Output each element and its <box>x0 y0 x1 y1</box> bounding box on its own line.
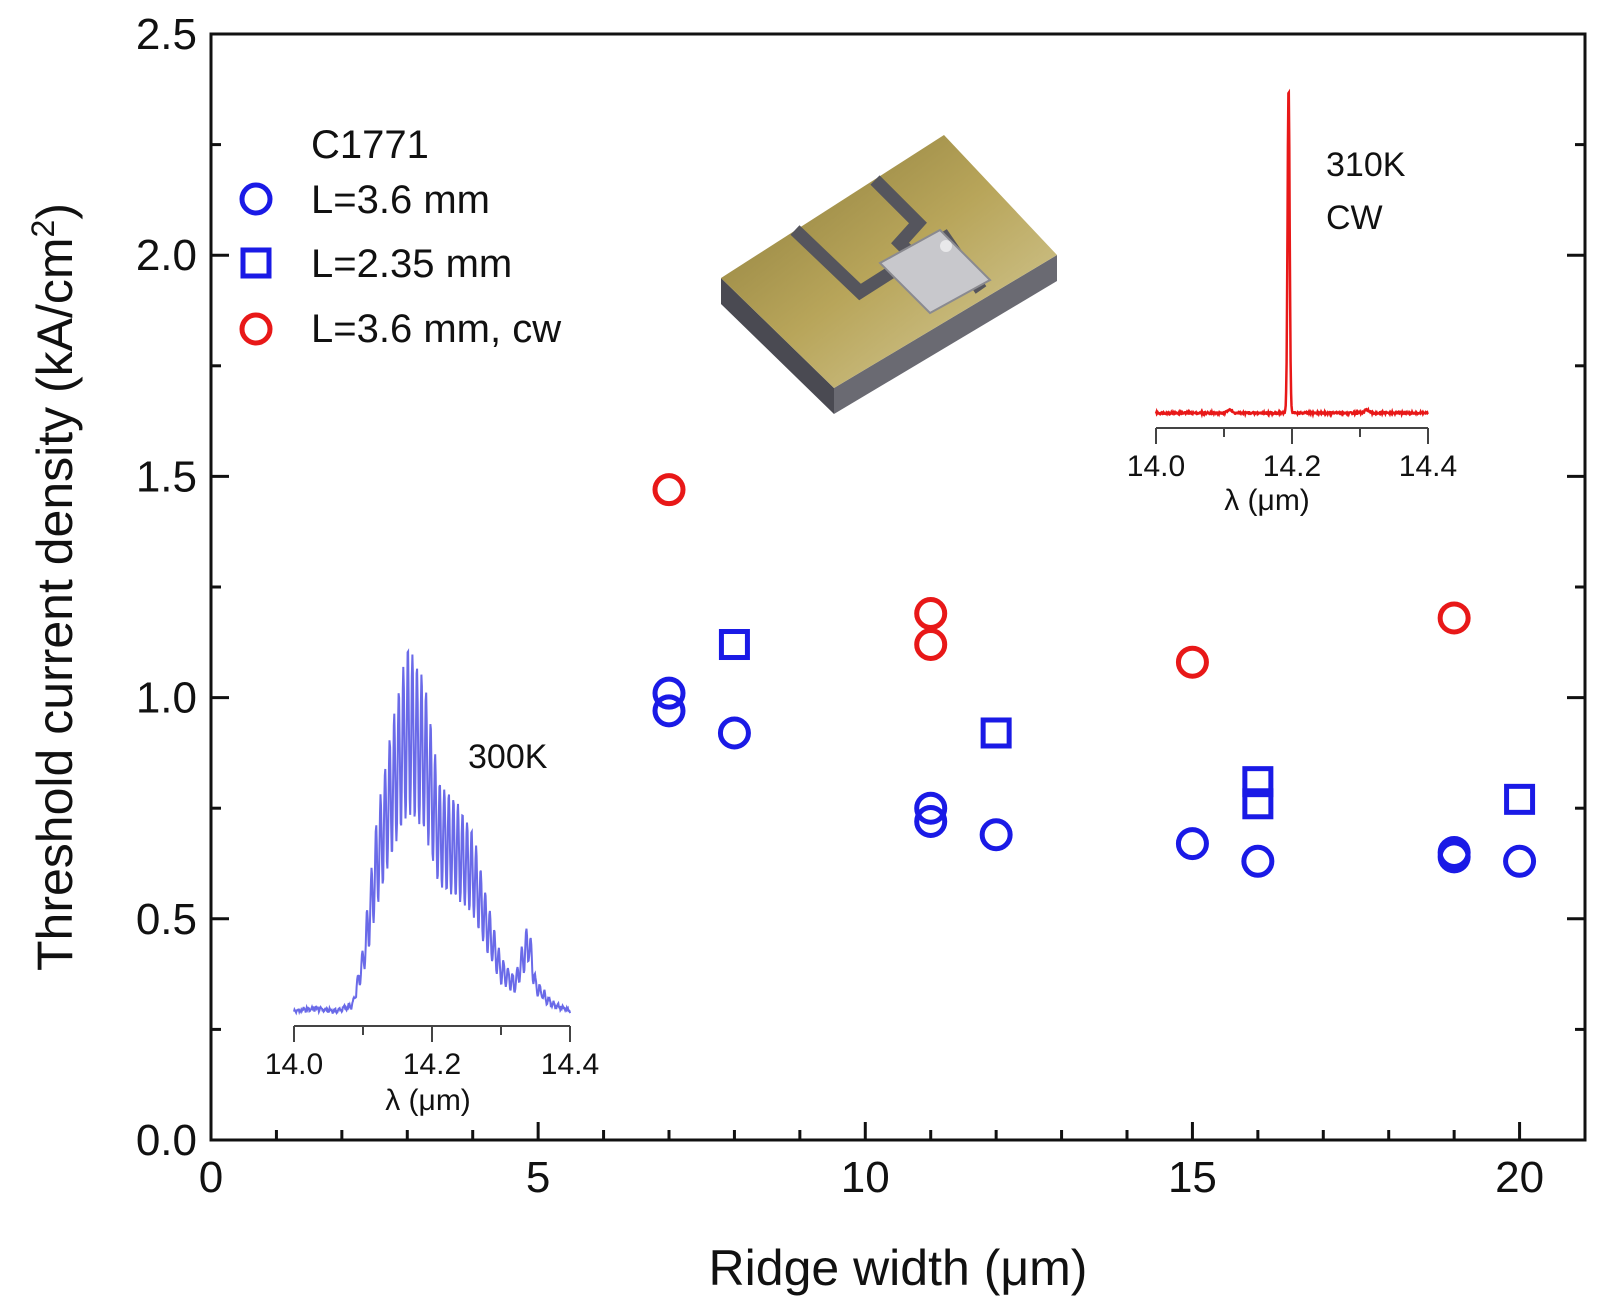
data-point-circle <box>1241 844 1275 878</box>
x-tick-label: 0 <box>199 1153 223 1202</box>
y-tick-label: 0.0 <box>136 1116 197 1165</box>
x-tick-label: 15 <box>1168 1153 1217 1202</box>
y-tick-label: 2.5 <box>136 10 197 59</box>
legend-marker-l235 <box>240 247 272 279</box>
legend-marker-l36 <box>239 182 273 216</box>
data-point-circle <box>1175 827 1209 861</box>
inset-x-tick-label: 14.4 <box>541 1048 599 1081</box>
data-point-square <box>1242 766 1274 798</box>
inset-310k-note-2: CW <box>1326 199 1383 237</box>
data-point-cw <box>914 597 948 631</box>
data-point-circle <box>914 804 948 838</box>
legend: C1771 L=3.6 mm L=2.35 mm L=3.6 mm, cw <box>239 123 561 351</box>
y-axis-title: Threshold current density (kA/cm2) <box>25 203 83 971</box>
inset-x-tick-label: 14.2 <box>1263 450 1321 483</box>
inset-x-tick-label: 14.0 <box>1127 450 1185 483</box>
inset-x-tick-label: 14.0 <box>265 1048 323 1081</box>
data-point-cw <box>914 628 948 662</box>
legend-label-l36: L=3.6 mm <box>311 178 490 222</box>
inset-300k: 14.0 14.2 14.4 λ (μm) 300K <box>265 648 599 1117</box>
y-axis-title-sup: 2 <box>25 220 61 238</box>
axes-ticks: 0 5 10 15 20 0.0 0.5 1.0 1.5 2.0 2.5 <box>136 10 1587 1202</box>
device-bond <box>940 240 952 252</box>
data-point-cw <box>1437 601 1471 635</box>
legend-marker-l36-cw <box>239 312 273 346</box>
inset-300k-axes: 14.0 14.2 14.4 <box>265 1025 599 1081</box>
y-axis-title-end: ) <box>27 203 83 220</box>
inset-300k-note: 300K <box>468 738 548 776</box>
inset-x-tick-label: 14.2 <box>403 1048 461 1081</box>
legend-label-l36-cw: L=3.6 mm, cw <box>311 307 561 351</box>
x-tick-label: 5 <box>526 1153 550 1202</box>
inset-310k-note-1: 310K <box>1326 146 1406 184</box>
inset-300k-spectrum <box>293 648 571 1016</box>
main-data-points <box>652 473 1537 878</box>
y-axis-title-main: Threshold current density (kA/cm <box>27 237 83 971</box>
y-tick-label: 1.5 <box>136 452 197 501</box>
data-point-circle <box>717 716 751 750</box>
x-axis-title: Ridge width (μm) <box>709 1240 1088 1296</box>
data-point-square <box>1242 788 1274 820</box>
legend-label-l235: L=2.35 mm <box>311 242 512 286</box>
data-point-circle <box>979 818 1013 852</box>
device-front <box>834 255 1057 414</box>
y-tick-label: 0.5 <box>136 895 197 944</box>
inset-x-tick-label: 14.4 <box>1399 450 1457 483</box>
legend-title: C1771 <box>311 123 429 167</box>
inset-310k-spectrum <box>1154 88 1429 419</box>
inset-310k: 14.0 14.2 14.4 λ (μm) 310K CW <box>1127 88 1457 517</box>
data-point-circle <box>1503 844 1537 878</box>
data-point-circle <box>1437 840 1471 874</box>
y-tick-label: 2.0 <box>136 231 197 280</box>
device-photo <box>721 135 1057 414</box>
y-tick-label: 1.0 <box>136 674 197 723</box>
data-point-circle <box>652 694 686 728</box>
data-point-circle <box>914 791 948 825</box>
device-side <box>721 278 834 414</box>
data-point-square <box>718 629 750 661</box>
data-point-square <box>1504 783 1536 815</box>
inset-300k-xlabel: λ (μm) <box>385 1084 471 1117</box>
x-tick-label: 10 <box>841 1153 890 1202</box>
data-point-circle <box>652 676 686 710</box>
data-point-cw <box>652 473 686 507</box>
inset-310k-xlabel: λ (μm) <box>1224 484 1310 517</box>
data-point-square <box>980 717 1012 749</box>
data-point-cw <box>1175 645 1209 679</box>
x-tick-label: 20 <box>1495 1153 1544 1202</box>
inset-310k-axes: 14.0 14.2 14.4 <box>1127 427 1457 483</box>
device-ridge <box>878 228 992 315</box>
